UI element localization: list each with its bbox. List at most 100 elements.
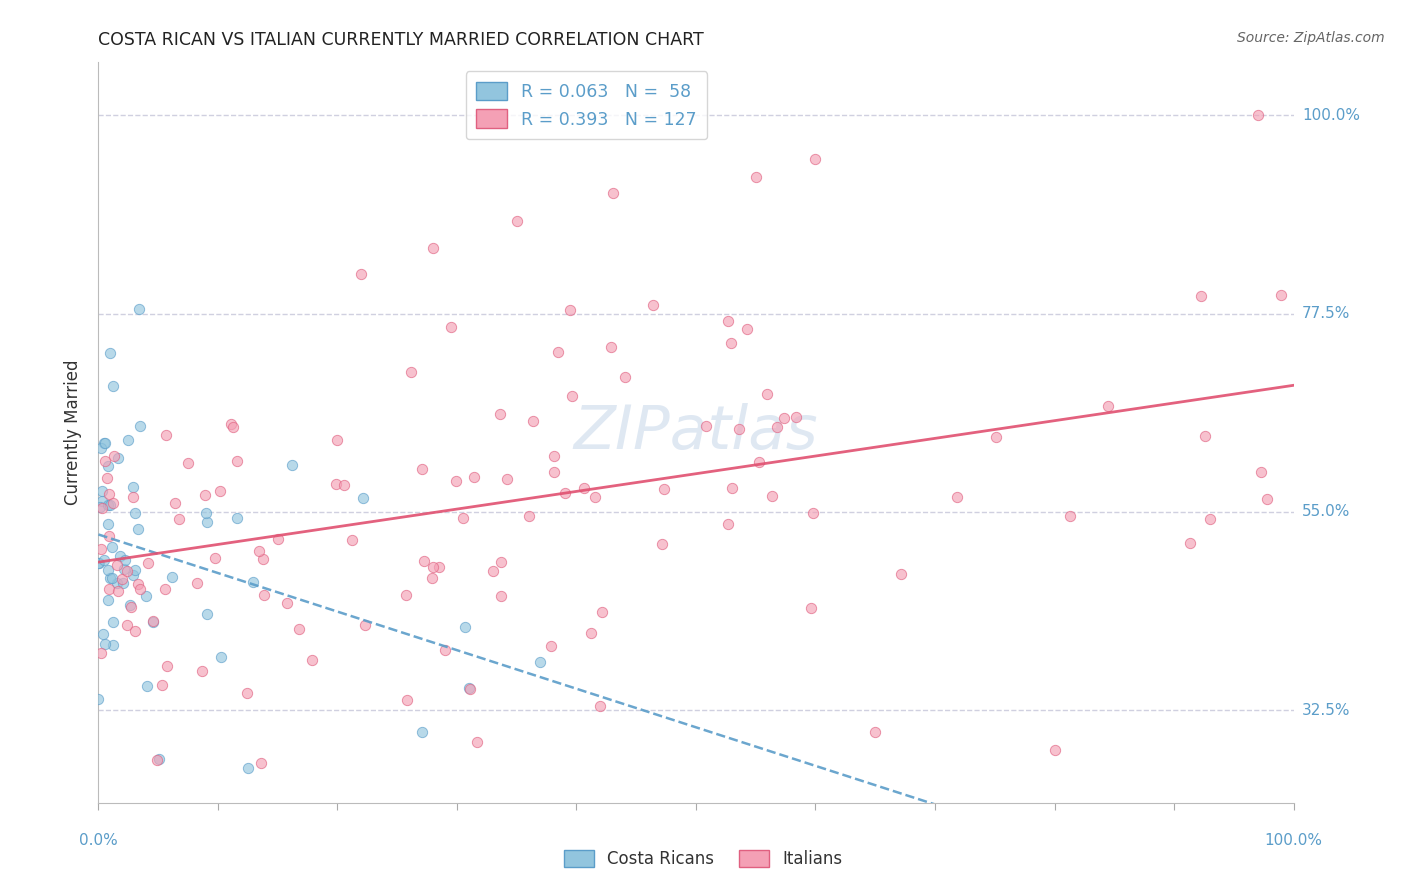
Point [558,303,581,318]
Point [148,752,170,766]
Point [108,549,131,563]
Point [97,498,120,512]
Point [772,411,794,425]
Point [105,558,128,572]
Point [100,571,122,585]
Point [801,506,824,520]
Point [301,653,323,667]
Point [208,483,231,498]
Point [129,419,152,434]
Point [135,589,157,603]
Point [756,387,779,401]
Point [547,345,569,359]
Point [89,556,111,570]
Point [745,169,768,184]
Point [236,760,259,774]
Point [93,637,115,651]
Point [150,678,173,692]
Point [169,511,191,525]
Point [98,486,121,500]
Point [226,511,249,525]
Point [129,582,152,596]
Point [495,472,517,486]
Text: 55.0%: 55.0% [1302,505,1350,519]
Point [766,419,789,434]
Point [652,482,675,496]
Point [543,449,565,463]
Point [399,366,422,380]
Point [433,643,456,657]
Point [93,553,115,567]
Point [89,500,111,514]
Point [333,478,356,492]
Point [574,481,596,495]
Point [105,575,128,590]
Point [87,557,110,571]
Point [163,496,186,510]
Point [103,379,125,393]
Point [540,640,562,654]
Point [589,698,612,713]
Point [695,419,717,434]
Point [177,456,200,470]
Point [543,465,565,479]
Point [454,619,477,633]
Point [439,319,461,334]
Point [451,511,474,525]
Point [411,725,433,739]
Point [602,186,624,200]
Point [111,572,134,586]
Point [1097,399,1119,413]
Point [195,607,218,622]
Point [804,153,827,167]
Point [107,584,129,599]
Point [420,571,443,585]
Point [209,649,232,664]
Point [124,506,146,520]
Point [281,458,304,473]
Text: 0.0%: 0.0% [79,833,118,848]
Point [489,407,512,421]
Point [287,622,309,636]
Point [946,490,969,504]
Point [204,551,226,566]
Point [242,575,264,590]
Point [458,681,481,696]
Point [554,486,576,500]
Point [252,551,274,566]
Point [1194,429,1216,443]
Point [350,267,373,281]
Point [94,436,117,450]
Y-axis label: Currently Married: Currently Married [65,359,83,506]
Point [98,529,121,543]
Point [124,624,146,638]
Point [411,461,433,475]
Point [194,506,217,520]
Point [122,490,145,504]
Point [93,454,115,468]
Point [156,659,179,673]
Point [98,582,121,596]
Text: 32.5%: 32.5% [1302,703,1350,718]
Point [396,693,419,707]
Point [236,686,259,700]
Point [120,600,142,615]
Point [136,556,159,570]
Text: 100.0%: 100.0% [1302,108,1360,123]
Point [142,615,165,629]
Point [97,458,120,473]
Point [90,441,112,455]
Point [117,433,139,447]
Point [90,646,112,660]
Text: COSTA RICAN VS ITALIAN CURRENTLY MARRIED CORRELATION CHART: COSTA RICAN VS ITALIAN CURRENTLY MARRIED… [98,31,704,49]
Point [145,753,167,767]
Point [128,302,150,317]
Point [276,596,298,610]
Point [422,240,444,255]
Point [90,541,112,556]
Point [100,540,122,554]
Point [90,483,112,498]
Point [98,346,121,360]
Point [643,298,665,312]
Point [107,450,129,465]
